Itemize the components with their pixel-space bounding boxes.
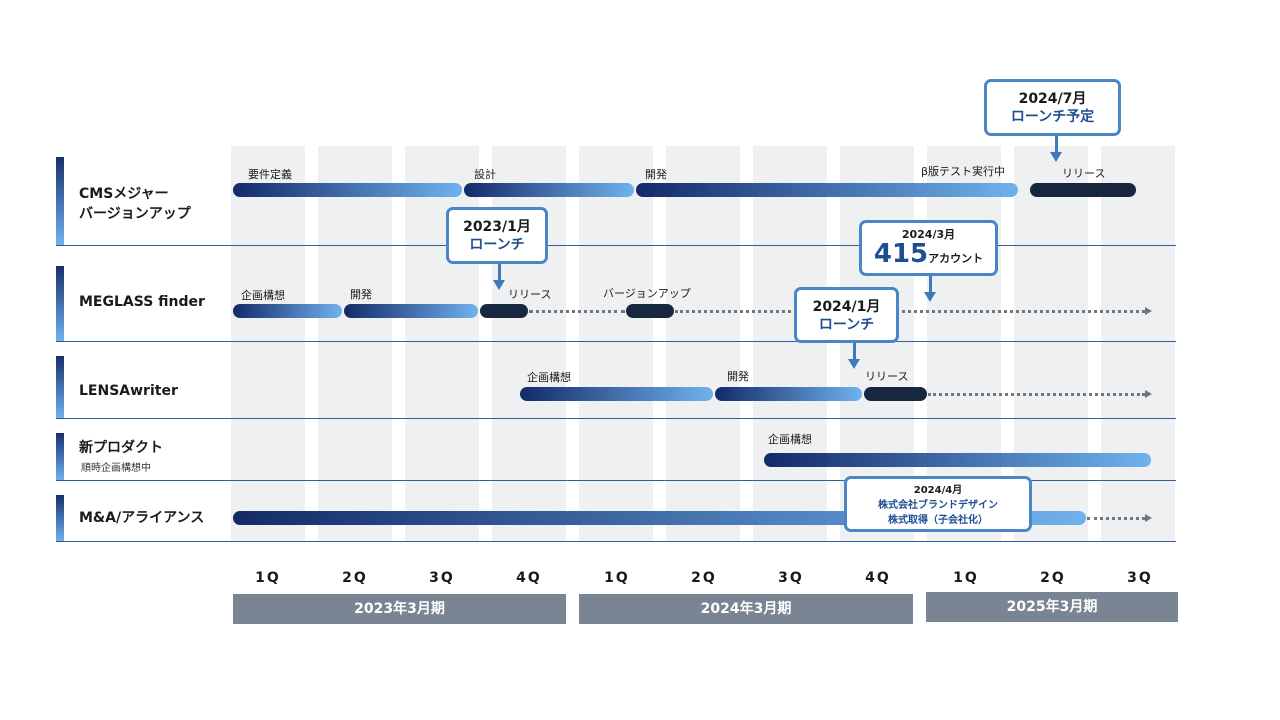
row-label-meglass: MEGLASS finder xyxy=(79,294,205,310)
row-divider xyxy=(56,541,1176,542)
row-divider xyxy=(56,480,1176,481)
quarter-label: 4Q xyxy=(865,570,891,586)
quarter-column-bg xyxy=(492,146,566,542)
phase-label: 企画構想 xyxy=(241,289,285,302)
phase-label: 開発 xyxy=(727,370,749,383)
row-divider xyxy=(56,245,1176,246)
phase-bar xyxy=(344,304,478,318)
quarter-column-bg xyxy=(405,146,479,542)
callout-date: 2024/3月 xyxy=(901,228,956,241)
callout-text: 株式会社ブランドデザイン xyxy=(878,500,998,511)
quarter-label: 4Q xyxy=(516,570,542,586)
phase-label: リリース xyxy=(865,370,909,383)
ongoing-dotted-line xyxy=(1087,517,1145,520)
quarter-column-bg xyxy=(579,146,653,542)
ongoing-dotted-line xyxy=(675,310,1145,313)
phase-label: 開発 xyxy=(645,168,667,181)
callout-pointer-stem xyxy=(853,343,856,360)
arrow-down-icon xyxy=(924,292,936,302)
row-accent-bar xyxy=(56,157,64,245)
row-label-cms-line2: バージョンアップ xyxy=(79,206,191,222)
fiscal-year-bar: 2023年3月期 xyxy=(233,594,566,624)
row-label-cms-line1: CMSメジャー xyxy=(79,186,169,202)
callout-ma-acquisition: 2024/4月 株式会社ブランドデザイン 株式取得（子会社化） xyxy=(844,476,1032,532)
callout-text: ローンチ xyxy=(818,317,875,333)
quarter-label: 1Q xyxy=(255,570,281,586)
quarter-label: 2Q xyxy=(1040,570,1066,586)
callout-date: 2024/4月 xyxy=(913,485,963,496)
quarter-label: 3Q xyxy=(1127,570,1153,586)
phase-label: β版テスト実行中 xyxy=(921,165,1006,178)
release-bar xyxy=(864,387,927,401)
row-accent-bar xyxy=(56,433,64,480)
callout-pointer-stem xyxy=(498,264,501,281)
fiscal-year-bar: 2025年3月期 xyxy=(926,592,1178,622)
ongoing-dotted-line xyxy=(529,310,625,313)
phase-label: 開発 xyxy=(350,288,372,301)
quarter-label: 1Q xyxy=(953,570,979,586)
callout-text: ローンチ xyxy=(469,237,525,253)
phase-bar xyxy=(233,304,342,318)
callout-date: 2024/1月 xyxy=(812,299,881,315)
callout-meglass-accounts: 2024/3月 415アカウント xyxy=(859,220,998,276)
quarter-column-bg xyxy=(753,146,827,542)
quarter-column-bg xyxy=(1101,146,1175,542)
quarter-column-bg xyxy=(231,146,305,542)
phase-bar xyxy=(520,387,713,401)
version-up-bar xyxy=(626,304,674,318)
phase-bar xyxy=(715,387,862,401)
quarter-label: 3Q xyxy=(778,570,804,586)
callout-lensa-launch: 2024/1月 ローンチ xyxy=(794,287,899,343)
account-unit: アカウント xyxy=(928,252,984,265)
row-label-new-product: 新プロダクト xyxy=(79,440,163,456)
quarter-label: 2Q xyxy=(691,570,717,586)
phase-label: リリース xyxy=(508,288,552,301)
arrow-right-icon xyxy=(1145,390,1152,398)
account-count: 415 xyxy=(873,239,929,269)
arrow-right-icon xyxy=(1145,307,1152,315)
row-label-lensa: LENSAwriter xyxy=(79,383,178,399)
callout-pointer-stem xyxy=(1055,136,1058,153)
quarter-label: 1Q xyxy=(604,570,630,586)
callout-text: ローンチ予定 xyxy=(1010,109,1095,125)
callout-cms-launch: 2024/7月 ローンチ予定 xyxy=(984,79,1121,136)
arrow-down-icon xyxy=(1050,152,1062,162)
row-label-cms: CMSメジャー バージョンアップ xyxy=(79,184,191,224)
quarter-column-bg xyxy=(318,146,392,542)
phase-bar xyxy=(764,453,1151,467)
row-accent-bar xyxy=(56,266,64,341)
phase-label: リリース xyxy=(1062,167,1106,180)
phase-bar xyxy=(233,183,462,197)
release-bar xyxy=(480,304,528,318)
phase-label: バージョンアップ xyxy=(603,287,691,300)
phase-bar xyxy=(464,183,634,197)
quarter-label: 2Q xyxy=(342,570,368,586)
callout-meglass-launch: 2023/1月 ローンチ xyxy=(446,207,548,264)
quarter-label: 3Q xyxy=(429,570,455,586)
phase-label: 企画構想 xyxy=(768,433,812,446)
arrow-down-icon xyxy=(848,359,860,369)
callout-date: 2023/1月 xyxy=(463,219,531,235)
phase-label: 要件定義 xyxy=(248,168,292,181)
row-accent-bar xyxy=(56,495,64,541)
row-accent-bar xyxy=(56,356,64,418)
callout-pointer-stem xyxy=(929,276,932,293)
callout-date: 2024/7月 xyxy=(1018,91,1087,107)
row-sublabel-new-product: 順時企画構想中 xyxy=(81,463,151,474)
phase-bar xyxy=(636,183,1018,197)
quarter-column-bg xyxy=(666,146,740,542)
phase-label: 企画構想 xyxy=(527,371,571,384)
callout-metric: 415アカウント xyxy=(862,241,995,272)
fiscal-year-bar: 2024年3月期 xyxy=(579,594,913,624)
row-divider xyxy=(56,418,1176,419)
row-label-ma: M&A/アライアンス xyxy=(79,510,205,526)
phase-label: 設計 xyxy=(474,168,496,181)
callout-text: 株式取得（子会社化） xyxy=(888,515,988,526)
row-divider xyxy=(56,341,1176,342)
arrow-right-icon xyxy=(1145,514,1152,522)
ongoing-dotted-line xyxy=(928,393,1145,396)
arrow-down-icon xyxy=(493,280,505,290)
release-bar xyxy=(1030,183,1136,197)
